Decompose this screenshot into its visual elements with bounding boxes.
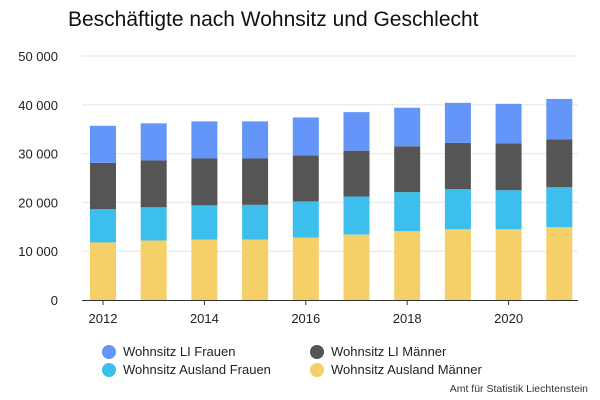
x-tick-label: 2014 bbox=[190, 311, 219, 326]
bar-segment[interactable] bbox=[191, 239, 218, 300]
legend-swatch bbox=[102, 362, 116, 377]
x-axis: 2012 2014 2016 2018 2020 bbox=[82, 300, 578, 326]
bar-segment[interactable] bbox=[444, 229, 471, 300]
bars bbox=[90, 98, 573, 300]
bar-segment[interactable] bbox=[394, 192, 421, 232]
x-tick-label: 2018 bbox=[393, 311, 422, 326]
bar-segment[interactable] bbox=[495, 229, 522, 300]
bar-segment[interactable] bbox=[242, 158, 269, 205]
bar-segment[interactable] bbox=[394, 107, 421, 147]
x-tick-label: 2020 bbox=[494, 311, 523, 326]
bar-segment[interactable] bbox=[292, 117, 319, 156]
bar-segment[interactable] bbox=[546, 98, 573, 140]
bar-segment[interactable] bbox=[191, 121, 218, 159]
y-tick-label: 30 000 bbox=[18, 147, 58, 162]
bar-segment[interactable] bbox=[242, 121, 269, 159]
y-tick-label: 0 bbox=[51, 293, 58, 308]
bar-segment[interactable] bbox=[343, 234, 370, 300]
bar-segment[interactable] bbox=[495, 103, 522, 144]
bar-segment[interactable] bbox=[191, 205, 218, 240]
bar-segment[interactable] bbox=[292, 237, 319, 300]
bar-segment[interactable] bbox=[444, 142, 471, 190]
x-tick-label: 2012 bbox=[89, 311, 118, 326]
bar-segment[interactable] bbox=[90, 209, 116, 243]
x-tick-label: 2016 bbox=[291, 311, 320, 326]
bar-segment[interactable] bbox=[90, 162, 116, 210]
bar-segment[interactable] bbox=[292, 201, 319, 238]
bar-segment[interactable] bbox=[495, 190, 522, 230]
y-tick-label: 10 000 bbox=[18, 244, 58, 259]
bar-segment[interactable] bbox=[292, 155, 319, 202]
bar-segment[interactable] bbox=[140, 207, 167, 241]
bar-segment[interactable] bbox=[546, 139, 573, 188]
y-tick-label: 50 000 bbox=[18, 49, 58, 64]
bar-segment[interactable] bbox=[191, 158, 218, 206]
stacked-bar-chart: 0 10 000 20 000 30 000 40 000 50 000 2012 2014… bbox=[18, 49, 578, 326]
bar-segment[interactable] bbox=[394, 231, 421, 300]
gridlines bbox=[82, 55, 578, 252]
bar-segment[interactable] bbox=[140, 123, 167, 161]
bar-segment[interactable] bbox=[394, 146, 421, 193]
legend-label: Wohnsitz Ausland Frauen bbox=[123, 362, 271, 377]
chart-title: Beschäftigte nach Wohnsitz und Geschlech… bbox=[68, 8, 479, 31]
y-axis: 0 10 000 20 000 30 000 40 000 50 000 bbox=[18, 49, 58, 308]
bar-segment[interactable] bbox=[444, 189, 471, 230]
bar-segment[interactable] bbox=[140, 160, 167, 208]
bar-segment[interactable] bbox=[343, 112, 370, 151]
bar-segment[interactable] bbox=[343, 196, 370, 235]
legend-swatch bbox=[310, 362, 324, 377]
legend-swatch bbox=[102, 344, 116, 359]
legend-item-li-frauen[interactable]: Wohnsitz LI Frauen bbox=[102, 344, 310, 359]
bar-segment[interactable] bbox=[495, 143, 522, 191]
legend: Wohnsitz LI Frauen Wohnsitz LI Männer Wo… bbox=[102, 344, 522, 377]
legend-label: Wohnsitz LI Frauen bbox=[123, 344, 236, 359]
bar-segment[interactable] bbox=[343, 150, 370, 197]
y-tick-label: 40 000 bbox=[18, 98, 58, 113]
bar-segment[interactable] bbox=[242, 204, 269, 240]
bar-segment[interactable] bbox=[546, 227, 573, 300]
legend-item-li-maenner[interactable]: Wohnsitz LI Männer bbox=[310, 344, 510, 359]
bar-segment[interactable] bbox=[140, 240, 167, 300]
legend-label: Wohnsitz LI Männer bbox=[331, 344, 447, 359]
bar-segment[interactable] bbox=[546, 187, 573, 228]
bar-segment[interactable] bbox=[90, 125, 116, 163]
legend-item-ausland-frauen[interactable]: Wohnsitz Ausland Frauen bbox=[102, 362, 310, 377]
bar-segment[interactable] bbox=[90, 242, 116, 300]
bar-segment[interactable] bbox=[242, 239, 269, 300]
legend-label: Wohnsitz Ausland Männer bbox=[331, 362, 482, 377]
legend-swatch bbox=[310, 344, 324, 359]
legend-item-ausland-maenner[interactable]: Wohnsitz Ausland Männer bbox=[310, 362, 510, 377]
y-tick-label: 20 000 bbox=[18, 195, 58, 210]
bar-segment[interactable] bbox=[444, 102, 471, 143]
source-note: Amt für Statistik Liechtenstein bbox=[449, 383, 588, 395]
